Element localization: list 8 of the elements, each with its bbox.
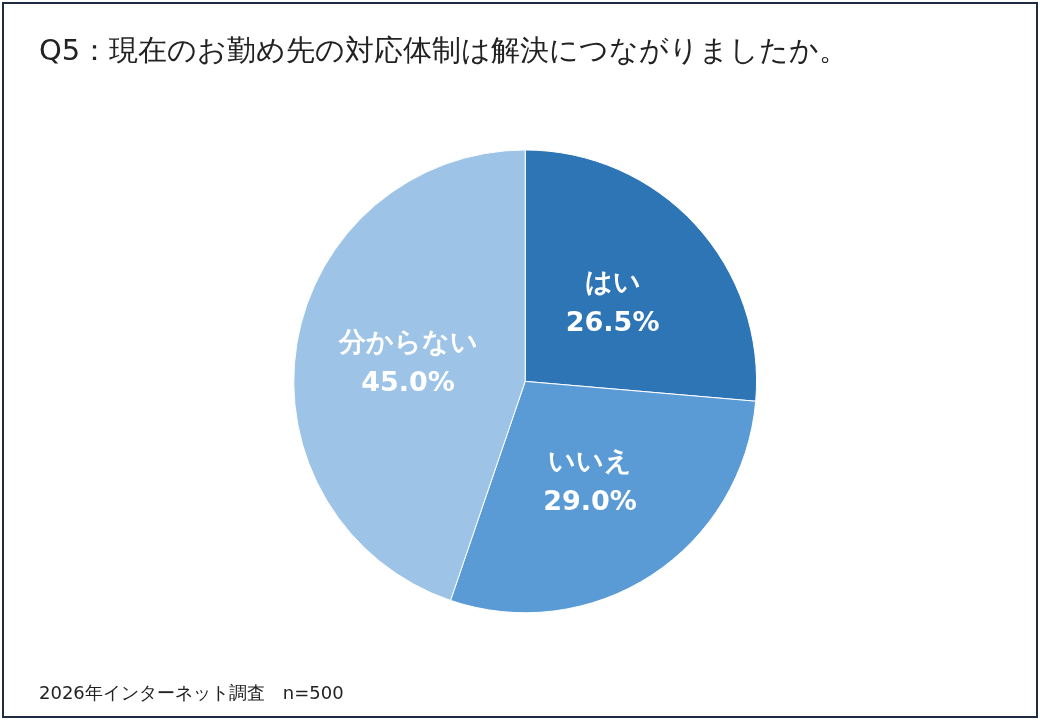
slice-label: はい xyxy=(584,265,641,297)
data-label: 45.0% xyxy=(361,366,455,398)
data-label: 29.0% xyxy=(543,485,637,517)
chart-title: Q5：現在のお勤め先の対応体制は解決につながりましたか。 xyxy=(39,32,849,67)
slice-label: 分からない xyxy=(337,326,478,358)
slice-label: いいえ xyxy=(548,445,633,477)
data-label: 26.5% xyxy=(565,305,660,337)
text: 2026年インターネット調査 n=500 xyxy=(39,681,344,703)
